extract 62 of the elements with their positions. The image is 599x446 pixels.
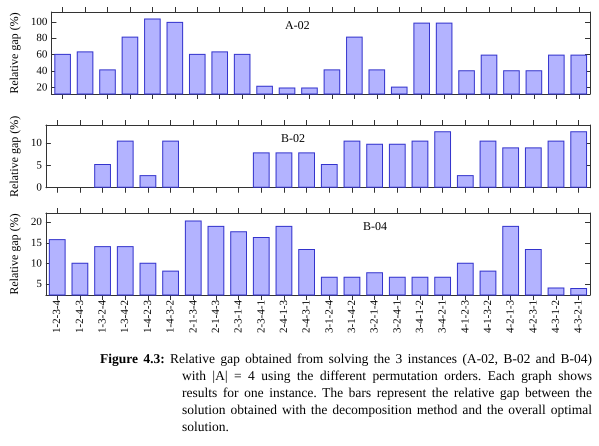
- bar: [548, 140, 564, 188]
- bar: [570, 131, 588, 188]
- bar: [366, 144, 384, 188]
- bar: [524, 147, 542, 188]
- x-tick-label: 1-4-3-2: [164, 300, 177, 333]
- bar: [162, 140, 179, 188]
- y-tick-label: 10: [30, 136, 42, 149]
- x-tick-label: 4-2-1-3: [504, 300, 517, 333]
- x-tick-label: 2-4-3-1: [300, 300, 313, 333]
- x-tick-label: 1-4-2-3: [142, 300, 154, 333]
- caption: Figure 4.3: Relative gap obtained from solving the 3 instances (A-02, B-02 and B-04) with |A| = 4 using the different permutation orders. Each graph shows results for one instance. The bars represent the relative gap between the solution obtained with the decomposition method and the overall optimal solution.: [100, 350, 592, 435]
- y-tick-label: 10: [30, 258, 42, 270]
- bar: [344, 140, 360, 188]
- bar: [94, 164, 111, 188]
- y-tick-label: 20: [30, 216, 42, 228]
- bar: [480, 140, 496, 188]
- bar: [140, 175, 156, 188]
- bar: [456, 175, 474, 188]
- x-tick-label: 4-2-3-1: [527, 300, 540, 333]
- x-tick-label: 2-3-1-4: [232, 300, 245, 333]
- x-tick-label: 1-2-4-3: [74, 300, 86, 333]
- bar: [412, 140, 428, 188]
- x-tick-label: 4-3-1-2: [550, 300, 562, 333]
- bar: [276, 152, 292, 188]
- x-tick-label: 3-2-1-4: [368, 300, 381, 333]
- x-tick-label: 1-3-4-2: [119, 300, 132, 333]
- x-tick-label: 3-2-4-1: [391, 300, 404, 333]
- text: A-02: [285, 18, 310, 32]
- bar: [502, 147, 520, 188]
- x-tick-label: 2-1-3-4: [187, 300, 200, 333]
- y-axis-title: Relative gap (%): [7, 213, 21, 295]
- x-tick-label: 2-3-4-1: [255, 300, 268, 333]
- y-tick-label: 5: [36, 278, 42, 290]
- bar: [434, 131, 452, 188]
- text: B-02: [281, 131, 305, 145]
- x-tick-label: 3-4-1-2: [414, 300, 426, 333]
- x-tick-label: 3-4-2-1: [436, 300, 449, 333]
- y-tick-label: 15: [30, 236, 42, 249]
- x-tick-label: 3-1-2-4: [323, 300, 336, 333]
- y-tick-label: 100: [30, 16, 48, 28]
- y-axis-title: Relative gap (%): [7, 116, 21, 198]
- y-tick-label: 0: [36, 182, 42, 194]
- y-tick-label: 20: [36, 81, 48, 94]
- y-tick-label: 80: [36, 32, 48, 44]
- bar: [252, 152, 270, 188]
- y-axis-title: Relative gap (%): [7, 12, 21, 94]
- x-tick-label: 2-1-4-3: [210, 300, 222, 333]
- bar: [320, 164, 338, 188]
- text: B-04: [363, 219, 387, 233]
- y-tick-label: 60: [36, 48, 48, 61]
- y-tick-label: 5: [36, 159, 42, 172]
- x-tick-label: 3-1-4-2: [346, 300, 358, 333]
- bar: [116, 140, 134, 188]
- y-tick-label: 40: [36, 65, 48, 78]
- x-tick-label: 4-3-2-1: [572, 300, 585, 333]
- x-tick-label: 4-1-3-2: [482, 300, 494, 333]
- x-tick-label: 2-4-1-3: [278, 300, 290, 333]
- x-tick-label: 1-3-2-4: [96, 300, 109, 333]
- x-tick-label: 1-2-3-4: [51, 300, 64, 333]
- bar: [298, 152, 316, 188]
- x-tick-label: 4-1-2-3: [459, 300, 472, 333]
- bar: [388, 144, 406, 188]
